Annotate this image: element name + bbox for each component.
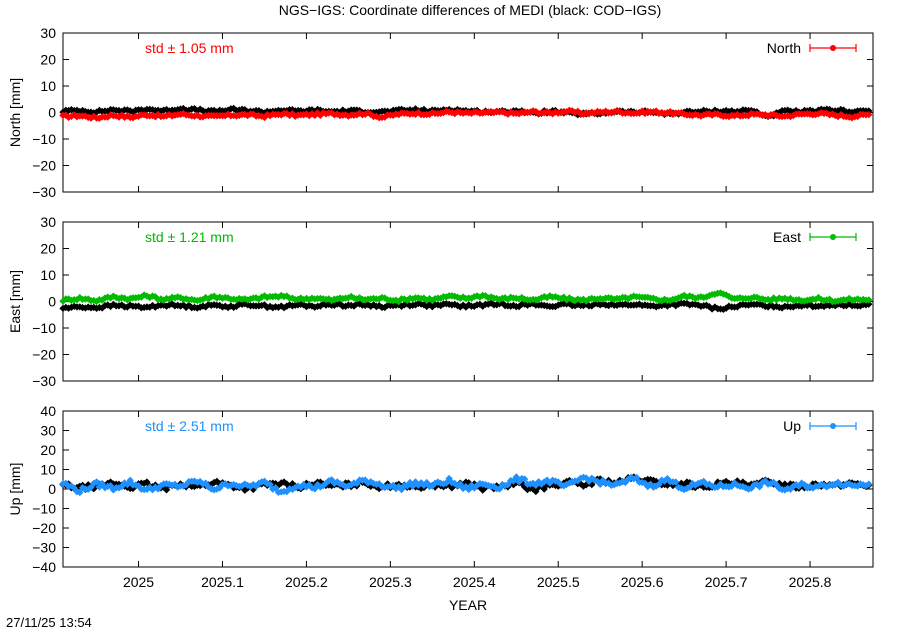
north-y-tick-label: 0 (48, 105, 56, 121)
up-y-tick-label: −30 (32, 540, 56, 556)
x-tick-label: 2025.8 (789, 574, 832, 590)
east-y-tick-label: 30 (40, 214, 56, 230)
up-y-tick-label: 10 (40, 462, 56, 478)
up-reference-point (540, 485, 548, 493)
north-panel: 30 20 10 0 −10 −20 −30 North [mm] std ± 1.05 mm N… (7, 25, 874, 200)
up-y-axis-label: Up [mm] (7, 463, 23, 516)
east-legend-marker (830, 234, 836, 240)
north-y-tick-label: 30 (40, 25, 56, 41)
up-panel: 40 30 20 10 0 −10 −20 −30 −40 2025 2025.1 2025.2 202… (7, 403, 874, 590)
up-y-tick-label: 0 (48, 481, 56, 497)
east-y-tick-label: −20 (32, 347, 56, 363)
x-tick-label: 2025.5 (537, 574, 580, 590)
north-y-tick-label: −10 (32, 131, 56, 147)
up-legend-marker (830, 423, 836, 429)
east-data-point (865, 296, 873, 304)
up-data-point (92, 478, 101, 486)
up-data-point (266, 480, 274, 489)
up-y-tick-label: −10 (32, 501, 56, 517)
x-tick-label: 2025.7 (705, 574, 748, 590)
north-y-tick-label: 20 (40, 52, 56, 68)
x-tick-label: 2025.6 (621, 574, 664, 590)
up-data-point (512, 473, 520, 481)
up-y-tick-label: −20 (32, 520, 56, 536)
up-y-tick-label: 40 (40, 403, 56, 419)
east-y-tick-label: 10 (40, 267, 56, 283)
north-y-axis-label: North [mm] (7, 78, 23, 147)
x-tick-label: 2025.2 (285, 574, 328, 590)
east-y-tick-label: −30 (32, 373, 56, 389)
east-legend-label: East (773, 229, 801, 245)
north-y-tick-label: 10 (40, 78, 56, 94)
up-data-point (632, 473, 641, 482)
up-y-tick-label: −40 (32, 559, 56, 575)
x-tick-label: 2025.1 (201, 574, 244, 590)
up-std-label: std ± 2.51 mm (145, 418, 234, 434)
east-y-axis-label: East [mm] (7, 270, 23, 333)
east-y-tick-label: −10 (32, 320, 56, 336)
x-tick-label: 2025 (123, 574, 154, 590)
up-y-tick-label: 30 (40, 423, 56, 439)
east-y-tick-label: 0 (48, 294, 56, 310)
north-std-label: std ± 1.05 mm (145, 40, 234, 56)
north-legend-label: North (767, 40, 801, 56)
north-legend-marker (830, 45, 836, 51)
timestamp: 27/11/25 13:54 (6, 615, 92, 630)
up-legend-label: Up (783, 418, 801, 434)
east-y-tick-label: 20 (40, 241, 56, 257)
north-y-tick-label: −20 (32, 158, 56, 174)
x-axis-label: YEAR (449, 597, 487, 613)
up-y-tick-label: 20 (40, 442, 56, 458)
chart-title: NGS−IGS: Coordinate differences of MEDI … (279, 2, 662, 18)
north-y-tick-label: −30 (32, 184, 56, 200)
x-tick-label: 2025.3 (369, 574, 412, 590)
east-std-label: std ± 1.21 mm (145, 229, 234, 245)
up-data-point (865, 480, 873, 488)
east-panel: 30 20 10 0 −10 −20 −30 East [mm] std ± 1.21 mm Ea… (7, 214, 874, 389)
x-tick-label: 2025.4 (453, 574, 496, 590)
